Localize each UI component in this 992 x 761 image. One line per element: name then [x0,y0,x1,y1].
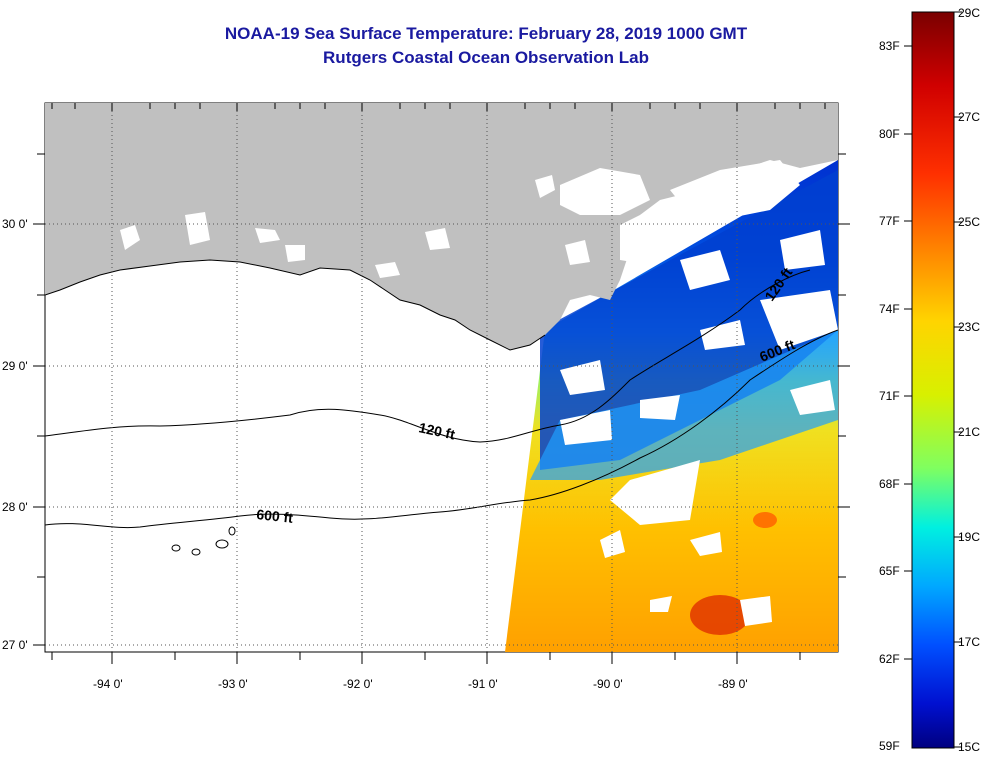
cbar-f-label: 74F [879,302,900,316]
cbar-c-label: 17C [958,635,980,649]
lon-label: -93 0' [218,677,248,691]
map-subtitle: Rutgers Coastal Ocean Observation Lab [323,48,649,67]
land [45,103,838,350]
cbar-f-label: 59F [879,739,900,753]
colorbar: 83F 80F 77F 74F 71F 68F 65F 62F 59F 29C … [879,6,980,754]
lon-label: -94 0' [93,677,123,691]
graticule [45,103,838,652]
cbar-c-label: 27C [958,110,980,124]
lon-label: -92 0' [343,677,373,691]
warm-patch [690,595,750,635]
cloud-patches [560,230,838,626]
cbar-c-label: 19C [958,530,980,544]
cbar-c-label: 25C [958,215,980,229]
cbar-c-label: 29C [958,6,980,20]
lakes [120,160,800,278]
contour-label: 600 ft [256,506,294,526]
latitude-labels: 30 0' 29 0' 28 0' 27 0' [2,217,28,652]
longitude-labels: -94 0' -93 0' -92 0' -91 0' -90 0' -89 0… [93,677,748,691]
cbar-f-label: 77F [879,214,900,228]
lon-label: -89 0' [718,677,748,691]
map-title: NOAA-19 Sea Surface Temperature: Februar… [224,24,748,43]
frame-ticks [33,103,850,664]
cbar-f-label: 71F [879,389,900,403]
contour-label: 120 ft [417,419,456,442]
cbar-c-label: 15C [958,740,980,754]
lat-label: 27 0' [2,638,28,652]
cbar-f-label: 83F [879,39,900,53]
lat-label: 29 0' [2,359,28,373]
lon-label: -91 0' [468,677,498,691]
colorbar-ramp [911,11,955,749]
lat-label: 30 0' [2,217,28,231]
lon-label: -90 0' [593,677,623,691]
cbar-f-label: 80F [879,127,900,141]
contour-600ft [45,329,838,529]
lat-label: 28 0' [2,500,28,514]
sst-swath [45,103,838,652]
cbar-c-label: 21C [958,425,980,439]
contour-120ft [45,269,811,443]
cbar-f-label: 68F [879,477,900,491]
cbar-c-label: 23C [958,320,980,334]
cbar-f-label: 65F [879,564,900,578]
contour-islands [171,526,236,556]
cbar-f-label: 62F [879,652,900,666]
